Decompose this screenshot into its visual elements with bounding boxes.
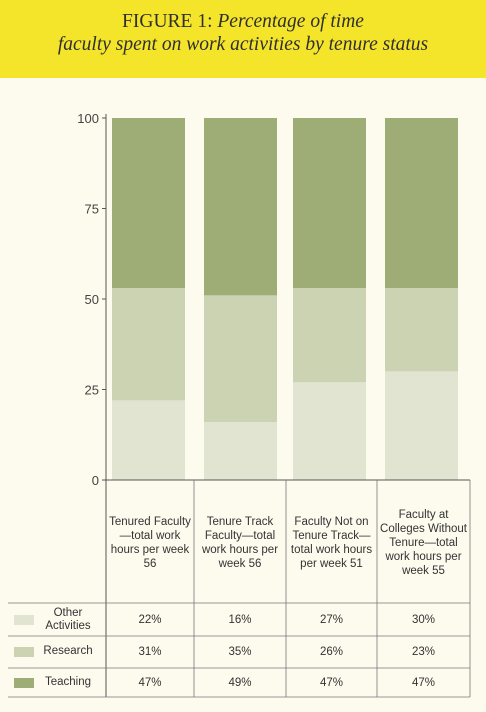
data-label: 31% <box>138 646 162 658</box>
bar-segment-research <box>204 295 277 423</box>
category-label: Faculty at Colleges Without Tenure—total… <box>380 508 467 577</box>
data-label: 26% <box>319 646 344 658</box>
y-tick-label: 50 <box>85 292 99 307</box>
category-label: Tenure Track Faculty—total work hours pe… <box>201 515 279 570</box>
data-label: 35% <box>228 646 252 658</box>
bar-segment-other-activities <box>293 382 366 480</box>
data-label: 22% <box>138 613 162 626</box>
y-tick-label: 25 <box>85 383 99 398</box>
y-tick-label: 0 <box>92 473 99 488</box>
chart-title: FIGURE 1: Percentage of time faculty spe… <box>0 10 486 56</box>
y-tick-label: 75 <box>85 202 99 217</box>
bar-segment-other-activities <box>112 400 185 480</box>
legend-label: Other Activities <box>45 606 91 632</box>
title-line-1: Percentage of time <box>212 11 364 32</box>
data-label: 23% <box>411 646 436 658</box>
title-banner <box>0 0 486 78</box>
data-label: 49% <box>228 676 252 689</box>
bar-segment-teaching <box>293 118 366 289</box>
data-label: 47% <box>411 676 436 689</box>
title-line-2: faculty spent on work activities by tenu… <box>57 34 429 55</box>
bar-segment-research <box>385 288 458 372</box>
legend-label: Teaching <box>44 675 92 688</box>
figure-number: FIGURE 1: <box>122 11 213 32</box>
bar-segment-teaching <box>385 118 458 289</box>
legend-swatch-research <box>14 647 34 657</box>
bar-segment-research <box>112 288 185 401</box>
y-tick-label: 100 <box>77 111 99 126</box>
data-label: 27% <box>319 613 344 626</box>
data-label: 47% <box>138 676 162 689</box>
bar-segment-research <box>293 288 366 383</box>
category-label: Faculty Not on Tenure Track—total work h… <box>290 515 373 570</box>
data-label: 30% <box>411 613 436 626</box>
legend-swatch-other-activities <box>14 614 34 625</box>
bar-segment-other-activities <box>204 422 277 480</box>
legend-swatch-teaching <box>14 677 34 688</box>
bar-segment-teaching <box>204 118 277 296</box>
legend-label: Research <box>43 645 93 657</box>
bar-segment-teaching <box>112 118 185 289</box>
data-label: 16% <box>228 613 252 626</box>
category-label: Tenured Faculty—total work hours per wee… <box>109 515 191 570</box>
data-label: 47% <box>319 676 344 689</box>
bar-segment-other-activities <box>385 371 458 480</box>
